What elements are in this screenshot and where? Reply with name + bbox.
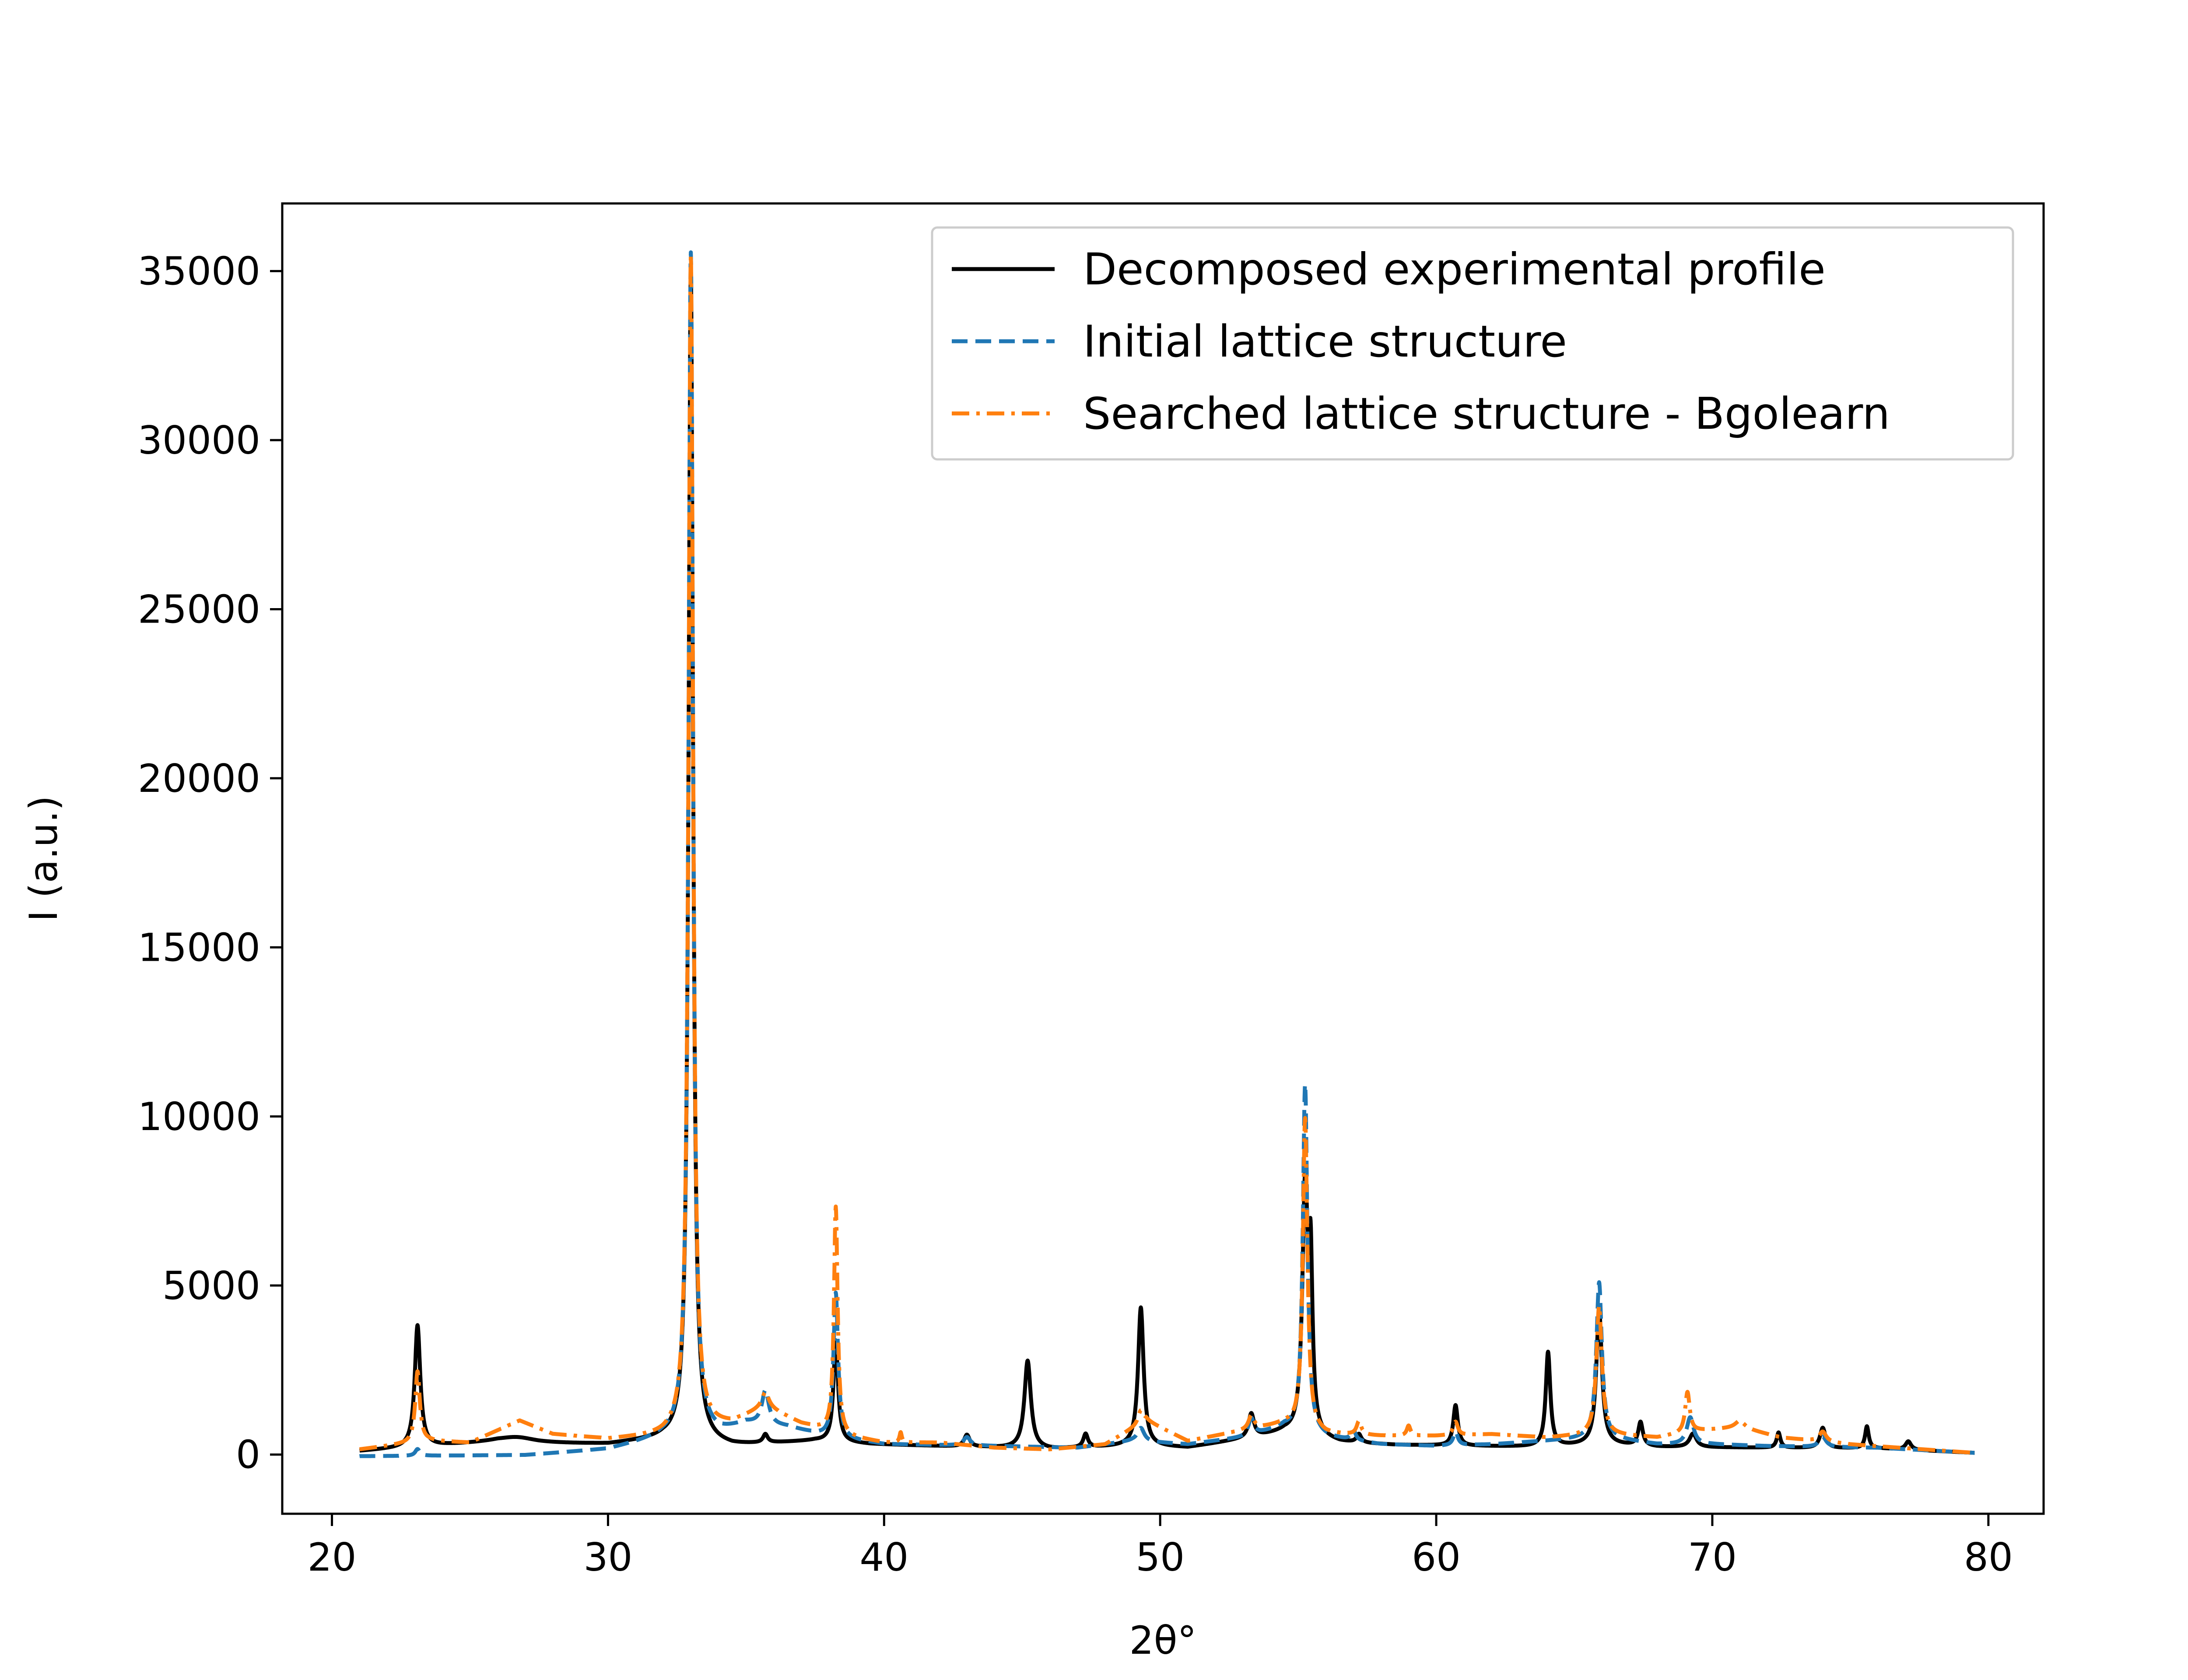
x-tick-label: 50: [1136, 1535, 1185, 1580]
y-tick-label: 0: [236, 1432, 260, 1477]
series-line-1: [358, 273, 1977, 1455]
y-tick-label: 15000: [138, 925, 260, 970]
legend-entry-1: Decomposed experimental profile: [1083, 244, 1826, 295]
y-tick-label: 35000: [138, 249, 260, 294]
series-line-2: [358, 250, 1977, 1458]
x-axis-label: 2θ°: [1129, 1618, 1197, 1663]
legend-box: [931, 226, 2014, 461]
x-tick-label: 60: [1412, 1535, 1461, 1580]
x-tick-label: 30: [583, 1535, 632, 1580]
x-tick-label: 40: [859, 1535, 908, 1580]
series-layer: [358, 250, 1977, 1458]
x-tick-label: 80: [1964, 1535, 2013, 1580]
x-axis: 20 30 40 50 60 70 80: [308, 1514, 2013, 1580]
y-axis: 0 5000 10000 15000 20000 25000 30000 35000: [138, 249, 282, 1477]
series-line-3: [358, 252, 1977, 1455]
y-axis-label: I (a.u.): [21, 795, 66, 921]
y-tick-label: 20000: [138, 756, 260, 801]
x-tick-label: 20: [308, 1535, 357, 1580]
y-tick-label: 25000: [138, 587, 260, 632]
y-tick-label: 30000: [138, 418, 260, 463]
y-tick-label: 5000: [162, 1263, 260, 1308]
x-tick-label: 70: [1688, 1535, 1737, 1580]
y-tick-label: 10000: [138, 1094, 260, 1139]
legend: Decomposed experimental profile Initial l…: [931, 226, 2014, 461]
legend-entry-3: Searched lattice structure - Bgolearn: [1083, 388, 1890, 439]
plot-area-frame: [281, 202, 2045, 1515]
legend-entry-2: Initial lattice structure: [1083, 316, 1567, 367]
